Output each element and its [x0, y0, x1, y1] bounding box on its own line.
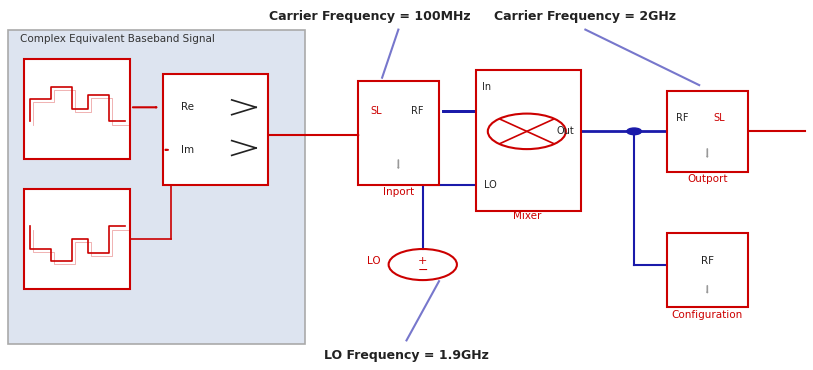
- Circle shape: [627, 128, 641, 135]
- FancyBboxPatch shape: [24, 59, 130, 159]
- Text: Outport: Outport: [687, 174, 728, 185]
- Text: Complex Equivalent Baseband Signal: Complex Equivalent Baseband Signal: [20, 34, 215, 44]
- FancyBboxPatch shape: [8, 30, 305, 344]
- Text: Carrier Frequency = 100MHz: Carrier Frequency = 100MHz: [269, 10, 471, 23]
- FancyBboxPatch shape: [163, 74, 268, 185]
- Text: SL: SL: [714, 113, 725, 124]
- Text: Mixer: Mixer: [513, 211, 541, 222]
- Text: −: −: [418, 263, 428, 277]
- Text: RF: RF: [411, 106, 423, 116]
- Text: +: +: [418, 256, 428, 266]
- Text: RF: RF: [701, 256, 714, 266]
- Text: Configuration: Configuration: [672, 310, 743, 320]
- FancyBboxPatch shape: [667, 91, 748, 172]
- FancyBboxPatch shape: [358, 81, 439, 185]
- Text: RF: RF: [676, 113, 689, 124]
- Text: Im: Im: [181, 145, 194, 155]
- FancyBboxPatch shape: [476, 70, 581, 211]
- Text: Inport: Inport: [383, 186, 414, 197]
- Text: In: In: [482, 82, 491, 92]
- FancyBboxPatch shape: [24, 189, 130, 289]
- Text: LO: LO: [367, 256, 380, 266]
- Text: SL: SL: [370, 106, 381, 116]
- Text: LO: LO: [484, 180, 497, 190]
- Text: Out: Out: [557, 126, 575, 137]
- Text: Carrier Frequency = 2GHz: Carrier Frequency = 2GHz: [494, 10, 676, 23]
- Text: LO Frequency = 1.9GHz: LO Frequency = 1.9GHz: [324, 349, 489, 362]
- FancyBboxPatch shape: [667, 233, 748, 307]
- Text: Re: Re: [181, 102, 194, 112]
